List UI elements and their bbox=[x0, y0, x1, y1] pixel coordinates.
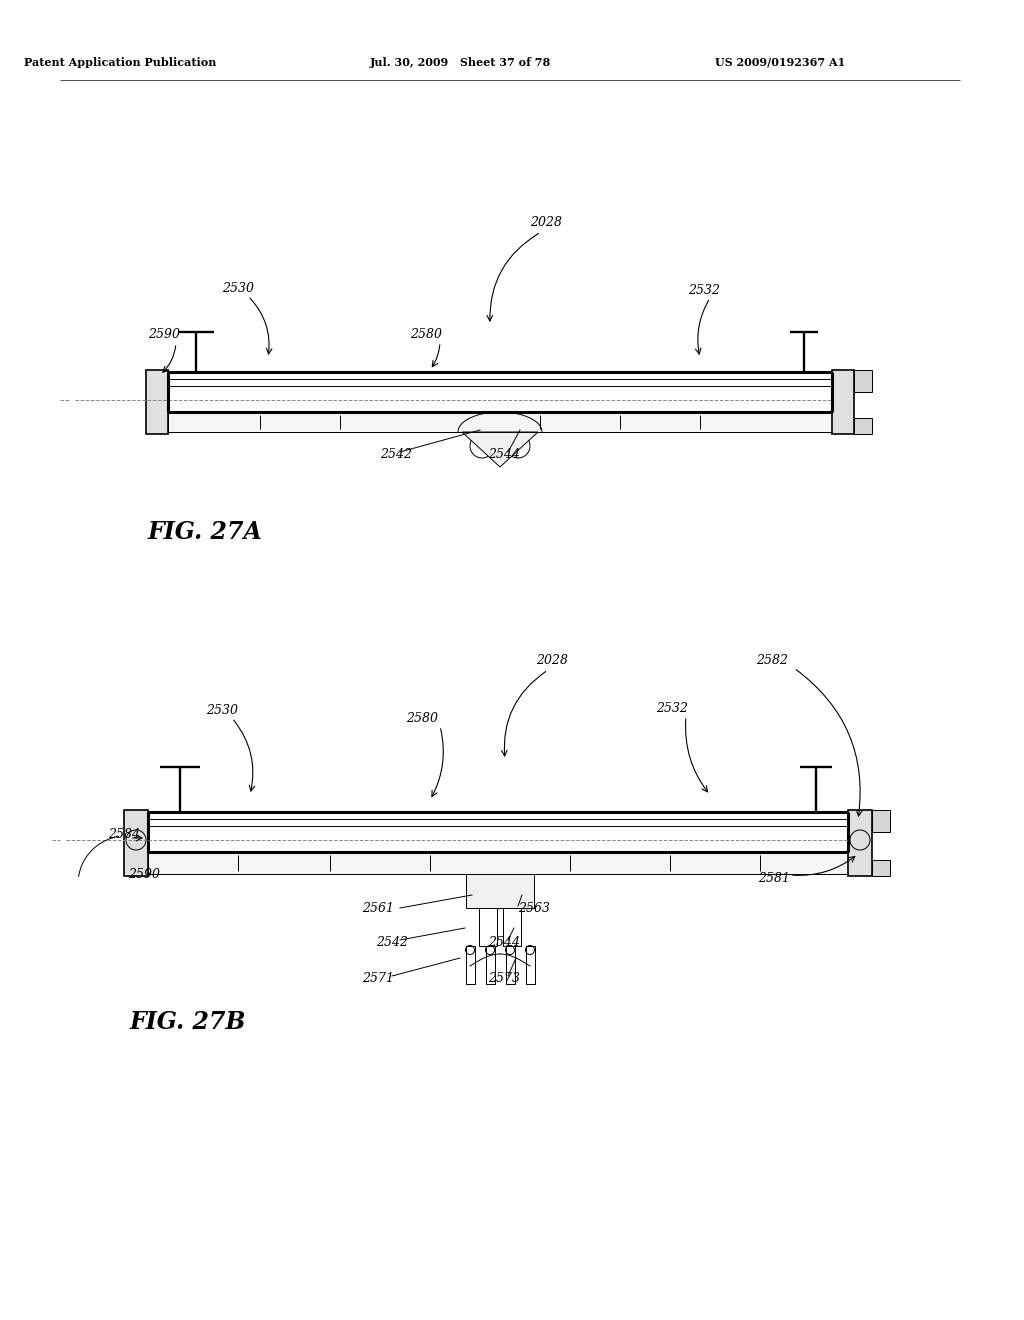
Text: Jul. 30, 2009   Sheet 37 of 78: Jul. 30, 2009 Sheet 37 of 78 bbox=[370, 57, 551, 67]
Bar bbox=[526, 946, 535, 983]
Text: 2582: 2582 bbox=[756, 653, 788, 667]
Bar bbox=[872, 861, 890, 876]
Text: 2532: 2532 bbox=[656, 701, 688, 714]
Bar bbox=[831, 370, 854, 434]
Bar bbox=[479, 908, 497, 946]
Text: 2544: 2544 bbox=[488, 936, 520, 949]
Bar bbox=[124, 810, 148, 876]
Text: 2563: 2563 bbox=[518, 902, 550, 915]
Bar bbox=[466, 946, 475, 983]
Text: 2028: 2028 bbox=[530, 215, 562, 228]
Text: 2530: 2530 bbox=[222, 281, 254, 294]
Polygon shape bbox=[462, 432, 538, 467]
Bar bbox=[148, 851, 848, 874]
Text: 2542: 2542 bbox=[376, 936, 408, 949]
Text: 2580: 2580 bbox=[410, 329, 442, 342]
Text: 2571: 2571 bbox=[362, 972, 394, 985]
Bar bbox=[854, 418, 872, 434]
Text: 2584: 2584 bbox=[108, 829, 140, 842]
Bar bbox=[168, 412, 831, 432]
Bar bbox=[503, 908, 521, 946]
Bar bbox=[506, 946, 515, 983]
Text: FIG. 27B: FIG. 27B bbox=[130, 1010, 247, 1034]
Text: FIG. 27A: FIG. 27A bbox=[148, 520, 263, 544]
Bar bbox=[848, 810, 872, 876]
Text: 2581: 2581 bbox=[758, 871, 790, 884]
Bar bbox=[146, 370, 168, 434]
Text: 2590: 2590 bbox=[128, 869, 160, 882]
Bar bbox=[854, 370, 872, 392]
Bar bbox=[486, 946, 495, 983]
Text: US 2009/0192367 A1: US 2009/0192367 A1 bbox=[715, 57, 845, 67]
Bar bbox=[466, 874, 534, 908]
Text: 2590: 2590 bbox=[148, 329, 180, 342]
Text: 2532: 2532 bbox=[688, 284, 720, 297]
Text: 2580: 2580 bbox=[406, 711, 438, 725]
Bar bbox=[872, 810, 890, 832]
Text: 2561: 2561 bbox=[362, 902, 394, 915]
Text: 2028: 2028 bbox=[536, 653, 568, 667]
Text: 2544: 2544 bbox=[488, 449, 520, 462]
Text: 2530: 2530 bbox=[206, 704, 238, 717]
Text: 2573: 2573 bbox=[488, 972, 520, 985]
Text: 2542: 2542 bbox=[380, 449, 412, 462]
Text: Patent Application Publication: Patent Application Publication bbox=[24, 57, 216, 67]
